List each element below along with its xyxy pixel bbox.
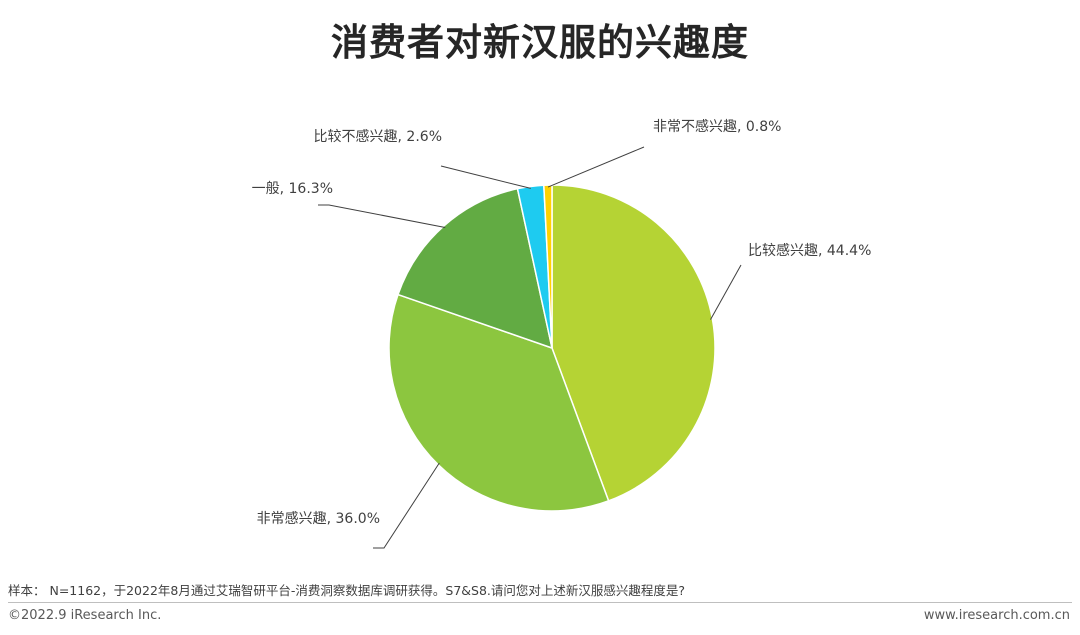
data-label: 一般, 16.3% bbox=[252, 181, 333, 197]
footer-divider bbox=[8, 602, 1072, 603]
pie-slices bbox=[388, 184, 716, 512]
data-label: 非常感兴趣, 36.0% bbox=[257, 510, 380, 527]
leader-line bbox=[440, 165, 531, 189]
data-label: 非常不感兴趣, 0.8% bbox=[653, 118, 781, 135]
sample-note: 样本： N=1162，于2022年8月通过艾瑞智研平台-消费洞察数据库调研获得。… bbox=[8, 583, 686, 598]
data-label: 比较不感兴趣, 2.6% bbox=[314, 128, 442, 145]
data-labels: 比较感兴趣, 44.4% 非常感兴趣, 36.0% 一般, 16.3% 比较不感兴趣,… bbox=[252, 118, 872, 527]
leader-line bbox=[373, 462, 440, 549]
leader-line bbox=[318, 204, 446, 228]
data-label: 比较感兴趣, 44.4% bbox=[748, 242, 871, 259]
copyright-text: ©2022.9 iResearch Inc. bbox=[8, 608, 162, 623]
chart-title: 消费者对新汉服的兴趣度 bbox=[331, 21, 749, 64]
leader-line bbox=[547, 146, 645, 188]
leader-line bbox=[710, 264, 742, 320]
leader-lines bbox=[318, 146, 742, 549]
pie-slice bbox=[397, 187, 554, 350]
pie-slice bbox=[551, 184, 716, 502]
website-link[interactable]: www.iresearch.com.cn bbox=[923, 608, 1070, 623]
pie-chart: 比较感兴趣, 44.4% 非常感兴趣, 36.0% 一般, 16.3% 比较不感兴趣,… bbox=[252, 118, 872, 549]
